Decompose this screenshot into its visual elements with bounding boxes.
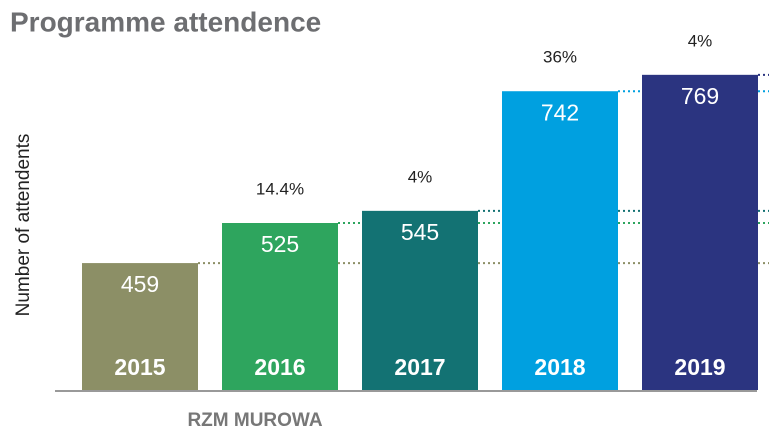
value-label: 742 xyxy=(541,99,579,125)
value-label: 459 xyxy=(121,271,159,297)
change-label: 4% xyxy=(408,167,433,186)
bar xyxy=(222,223,338,390)
value-label: 769 xyxy=(681,83,719,109)
y-axis-label: Number of attendents xyxy=(13,134,34,317)
value-label: 525 xyxy=(261,231,299,257)
bar xyxy=(642,74,758,391)
change-label: 4% xyxy=(688,31,713,50)
change-label: 36% xyxy=(543,48,577,67)
value-label: 545 xyxy=(401,219,439,245)
bar xyxy=(362,210,478,390)
x-axis-label: RZM MUROWA xyxy=(187,410,322,431)
change-label: 14.4% xyxy=(256,179,304,198)
x-tick-label: 2019 xyxy=(674,354,725,380)
bar xyxy=(502,91,618,391)
x-tick-label: 2016 xyxy=(254,354,305,380)
x-tick-label: 2018 xyxy=(534,354,585,380)
x-tick-label: 2015 xyxy=(114,354,165,380)
chart-title: Programme attendence xyxy=(10,6,321,37)
x-tick-label: 2017 xyxy=(394,354,445,380)
bar xyxy=(82,263,198,390)
